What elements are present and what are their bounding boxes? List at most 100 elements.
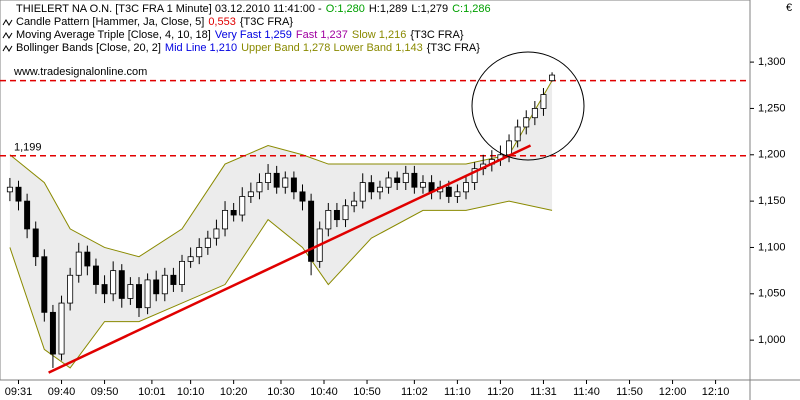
indicator-icon [2, 19, 13, 26]
candle-body [136, 284, 142, 309]
indicator-value: Upper Band 1,278 Lower Band 1,143 [241, 42, 423, 54]
indicator-source: {T3C FRA} [240, 16, 294, 28]
x-tick-label: 10:10 [177, 386, 205, 398]
candle-body [454, 191, 461, 197]
quote-value: L:1,279 [411, 3, 448, 15]
y-tick-label: 1,050 [758, 288, 786, 300]
x-tick-label: 10:01 [138, 386, 166, 398]
indicator-name: Candle Pattern [Hammer, Ja, Close, 5] [16, 16, 204, 28]
y-tick-label: 1,200 [758, 149, 786, 161]
candle-body [127, 284, 134, 299]
candle-body [540, 94, 547, 109]
candle-body [290, 177, 297, 193]
x-tick-label: 10:30 [267, 386, 295, 398]
candle-body [394, 177, 401, 183]
x-tick-label: 09:40 [48, 386, 76, 398]
candle-body [531, 108, 538, 119]
candle-body [84, 251, 91, 267]
indicator-value: Mid Line 1,210 [165, 42, 237, 54]
candle-body [359, 182, 366, 202]
annotation-circle [471, 51, 585, 161]
x-tick-label: 12:10 [702, 386, 730, 398]
quote-value: H:1,289 [369, 3, 408, 15]
indicator-source: {T3C FRA} [427, 42, 481, 54]
candle-body [153, 279, 160, 295]
candle-body [161, 274, 168, 295]
x-tick-label: 11:50 [616, 386, 643, 398]
candle-body [471, 168, 478, 183]
lower-band [9, 200, 553, 369]
y-tick-label: 1,150 [758, 195, 786, 207]
candle-body [41, 256, 48, 313]
candle-body [24, 200, 31, 230]
candle-body [67, 274, 74, 304]
candle-body [170, 274, 177, 285]
indicator-icon [2, 45, 13, 52]
candle-body [445, 186, 452, 197]
x-tick-label: 11:20 [487, 386, 514, 398]
candle-body [333, 209, 340, 221]
watermark: www.tradesignalonline.com [13, 66, 147, 78]
candle-body [179, 260, 185, 285]
candle-body [256, 182, 263, 193]
indicator-legend: Bollinger Bands [Close, 20, 2] Mid Line 1… [16, 42, 480, 54]
indicator-legend: Moving Average Triple [Close, 4, 10, 18]… [16, 29, 464, 41]
candle-body [523, 117, 530, 128]
candle-body [419, 182, 426, 188]
candle-body [204, 237, 211, 248]
candle-body [6, 186, 13, 193]
candle-body [342, 205, 349, 221]
header-title: THIELERT NA O.N. [T3C FRA 1 Minute] 03.1… [16, 3, 491, 15]
indicator-icon [2, 32, 13, 39]
candle-body [282, 177, 289, 188]
quote-value: C:1,286 [452, 3, 491, 15]
y-tick-label: 1,100 [758, 241, 786, 253]
trendline [48, 144, 532, 374]
candle-body [376, 186, 383, 193]
x-tick-label: 10:20 [220, 386, 248, 398]
candle-body [506, 140, 513, 156]
quote-value: O:1,280 [326, 3, 365, 15]
axis-currency: € [786, 2, 792, 14]
candle-body [15, 186, 22, 202]
indicator-source: {T3C FRA} [410, 29, 464, 41]
indicator-name: Bollinger Bands [Close, 20, 2] [16, 42, 161, 54]
y-tick-label: 1,250 [758, 102, 786, 114]
x-tick-label: 11:40 [573, 386, 600, 398]
candle-body [299, 191, 306, 202]
candle-body [118, 270, 125, 299]
candle-body [368, 182, 375, 193]
candle-body [273, 172, 280, 188]
candle-body [222, 209, 229, 230]
candle-body [325, 209, 332, 230]
y-tick-label: 1,000 [758, 334, 786, 346]
candle-body [101, 284, 108, 295]
candle-body [265, 172, 272, 183]
x-tick-label: 09:31 [5, 386, 33, 398]
indicator-value: 0,553 [208, 16, 236, 28]
candle-body [402, 172, 409, 183]
indicator-value: Slow 1,216 [352, 29, 406, 41]
candle-body [230, 209, 237, 216]
indicator-name: Moving Average Triple [Close, 4, 10, 18] [16, 29, 211, 41]
candle-body [32, 228, 39, 258]
x-tick-label: 12:00 [659, 386, 687, 398]
candle-body [213, 228, 220, 239]
candle-body [308, 200, 315, 262]
x-tick-label: 11:10 [444, 386, 471, 398]
indicator-value: Very Fast 1,259 [215, 29, 292, 41]
candle-body [144, 279, 151, 309]
x-tick-label: 10:50 [353, 386, 381, 398]
candle-body [75, 251, 82, 276]
candle-body [58, 302, 65, 355]
x-tick-label: 11:02 [401, 386, 428, 398]
candle-body [187, 256, 194, 262]
candle-body [351, 200, 358, 207]
candle-body [247, 191, 254, 197]
y-tick-label: 1,300 [758, 56, 786, 68]
candle-body [49, 311, 56, 355]
candle-body [110, 270, 117, 295]
candle-body [92, 265, 99, 285]
x-tick-label: 09:50 [91, 386, 119, 398]
